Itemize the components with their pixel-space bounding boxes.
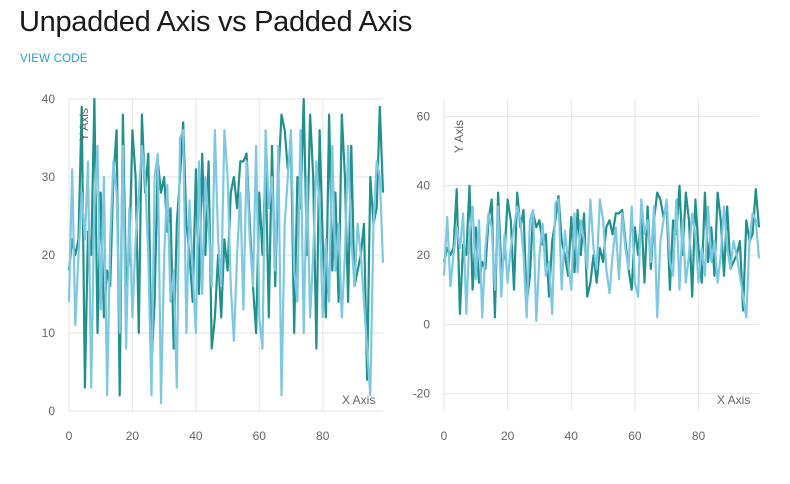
x-axis-title: X Axis xyxy=(342,393,375,407)
y-axis-title: Y Axis xyxy=(452,120,466,153)
y-tick-label: 40 xyxy=(417,179,431,193)
x-tick-label: 80 xyxy=(692,429,706,443)
page-title: Unpadded Axis vs Padded Axis xyxy=(19,6,413,38)
chart-padded: 0 20 40 60 80 -20 0 20 40 60 X Axis Y Axis xyxy=(413,99,761,443)
y-tick-label: 0 xyxy=(423,317,430,331)
y-axis-title: Y Axis xyxy=(77,108,91,141)
x-tick-label: 80 xyxy=(316,429,330,443)
series-line-2 xyxy=(67,129,385,405)
x-tick-label: 40 xyxy=(565,429,579,443)
view-code-link[interactable]: VIEW CODE xyxy=(20,53,88,65)
x-tick-label: 60 xyxy=(628,429,642,443)
y-tick-label: 30 xyxy=(42,170,56,184)
series-line-2 xyxy=(442,198,761,322)
x-tick-label: 20 xyxy=(501,429,515,443)
x-tick-label: 60 xyxy=(253,429,267,443)
x-tick-label: 40 xyxy=(189,429,203,443)
y-tick-label: 60 xyxy=(417,109,431,123)
chart-unpadded: 0 20 40 60 80 0 10 20 30 40 X Axis Y Axis xyxy=(42,92,385,443)
y-tick-label: 40 xyxy=(42,92,56,106)
y-tick-label: -20 xyxy=(413,387,431,401)
y-tick-label: 0 xyxy=(48,404,55,418)
y-tick-label: 10 xyxy=(42,326,56,340)
x-tick-label: 20 xyxy=(126,429,140,443)
x-tick-label: 0 xyxy=(66,429,73,443)
y-tick-label: 20 xyxy=(417,248,431,262)
x-axis-title: X Axis xyxy=(717,393,750,407)
y-tick-label: 20 xyxy=(42,248,56,262)
x-tick-label: 0 xyxy=(441,429,448,443)
